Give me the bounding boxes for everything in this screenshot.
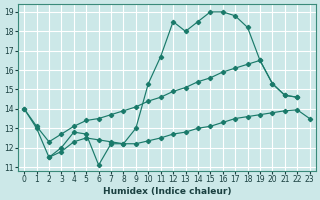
X-axis label: Humidex (Indice chaleur): Humidex (Indice chaleur)	[103, 187, 231, 196]
